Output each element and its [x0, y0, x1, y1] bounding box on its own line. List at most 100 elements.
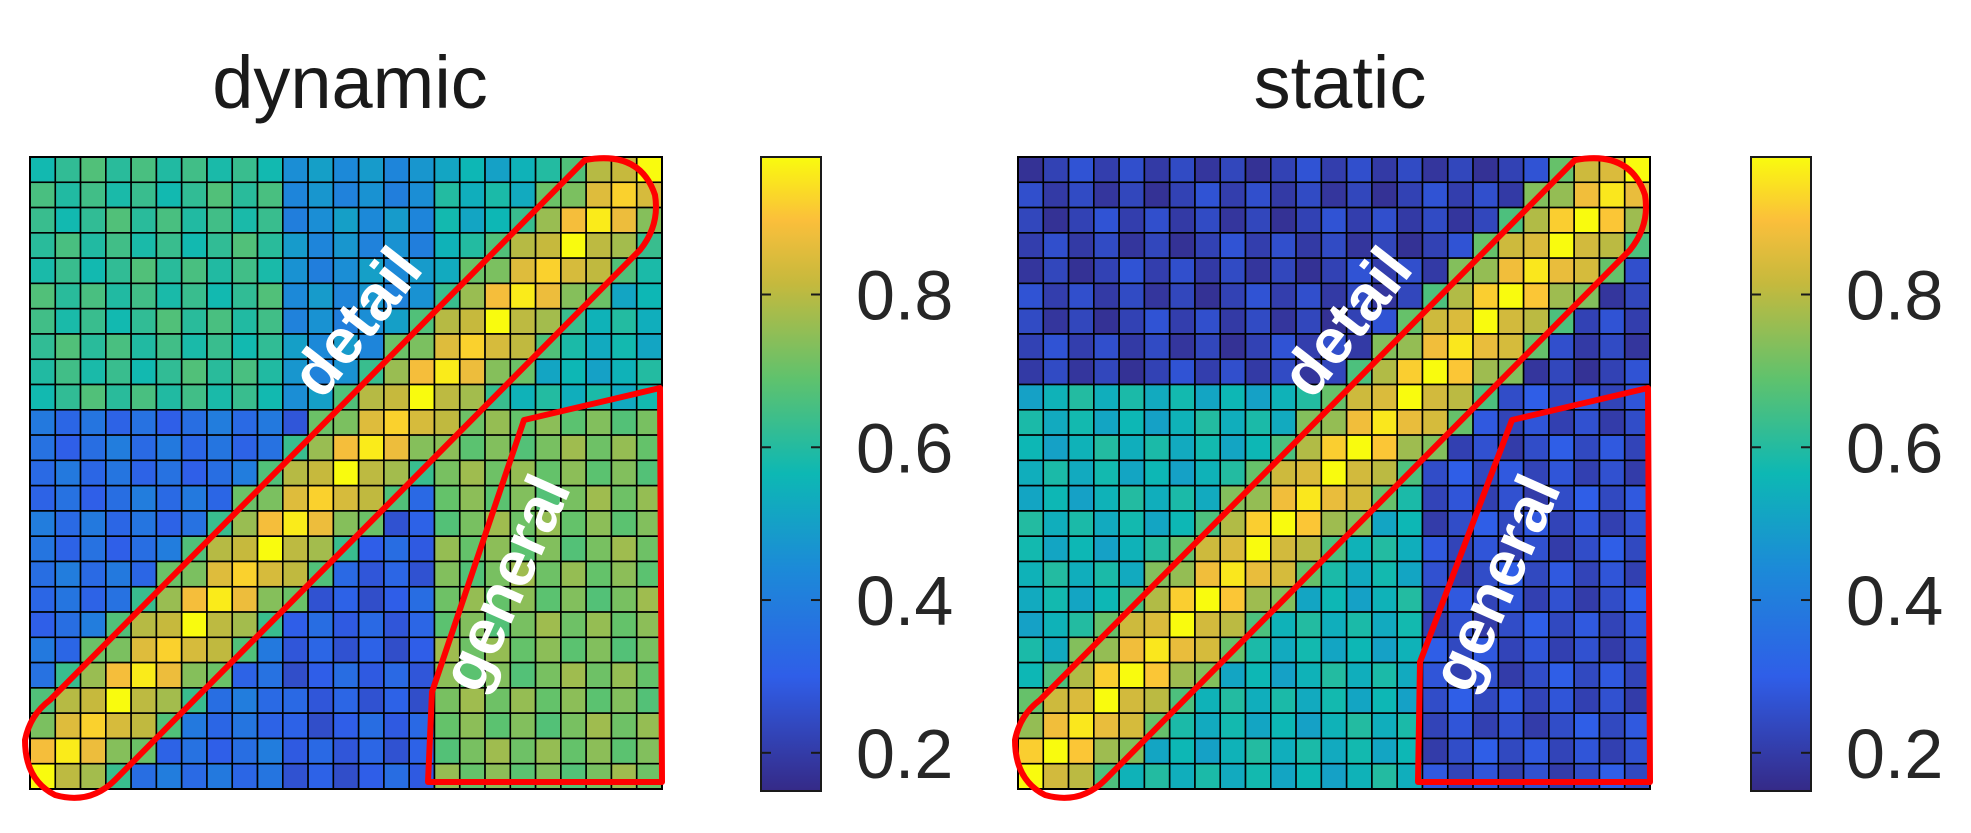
heatmap-cell [1270, 636, 1297, 664]
heatmap-cell [1143, 636, 1171, 664]
heatmap-cell [282, 560, 309, 588]
heatmap-cell [1194, 206, 1222, 234]
heatmap-cell [1522, 358, 1550, 386]
heatmap-cell [1093, 560, 1120, 588]
heatmap-cell [307, 687, 335, 714]
heatmap-cell [1219, 232, 1247, 259]
heatmap-cell [1548, 459, 1575, 487]
heatmap-cell [1143, 282, 1171, 310]
heatmap-cell [1320, 257, 1348, 285]
heatmap-cell [1219, 459, 1247, 487]
heatmap-cell [1168, 257, 1196, 285]
heatmap-cell [1093, 206, 1120, 234]
heatmap-cell [1598, 535, 1626, 563]
heatmap-cell [29, 585, 57, 613]
heatmap-cell [1573, 585, 1601, 613]
heatmap-cell [1017, 434, 1045, 462]
heatmap-cell [534, 232, 562, 259]
heatmap-cell [1194, 156, 1222, 184]
heatmap-cell [610, 282, 638, 310]
heatmap-cell [1623, 307, 1651, 335]
heatmap-cell [1219, 560, 1247, 588]
heatmap-cell [1219, 257, 1247, 285]
heatmap-cell [206, 636, 234, 664]
heatmap-cell [1042, 409, 1070, 436]
heatmap-cell [1042, 484, 1070, 512]
heatmap-cell [1219, 611, 1247, 639]
heatmap-cell [383, 459, 411, 487]
heatmap-cell [534, 661, 562, 689]
heatmap-cell [1623, 762, 1651, 790]
heatmap-cell [105, 358, 132, 386]
heatmap-cell [206, 560, 234, 588]
heatmap-cell [1118, 661, 1146, 689]
heatmap-cell [206, 282, 234, 310]
heatmap-cell [130, 181, 158, 209]
heatmap-cell [1598, 434, 1626, 462]
heatmap-cell [1497, 712, 1525, 740]
heatmap-cell [1042, 510, 1070, 538]
heatmap-cell [155, 257, 183, 285]
heatmap-cell [408, 181, 436, 209]
heatmap-cell [130, 232, 158, 259]
heatmap-cell [1320, 156, 1348, 184]
heatmap-cell [1168, 409, 1196, 436]
heatmap-cell [29, 560, 57, 588]
heatmap-cell [1194, 434, 1222, 462]
detail-region-outline [22, 155, 659, 801]
heatmap-cell [1244, 156, 1272, 184]
heatmap-grid [29, 156, 663, 790]
heatmap-cell [1017, 358, 1045, 386]
heatmap-cell [1548, 434, 1575, 462]
heatmap-cell [332, 459, 360, 487]
heatmap-cell [1522, 611, 1550, 639]
heatmap-cell [1598, 409, 1626, 436]
heatmap-cell [1168, 636, 1196, 664]
heatmap-cell [1396, 206, 1424, 234]
heatmap-cell [332, 510, 360, 538]
heatmap-cell [1067, 383, 1095, 411]
heatmap-cell [1573, 459, 1601, 487]
heatmap-cell [180, 459, 208, 487]
heatmap-cell [1219, 282, 1247, 310]
heatmap-cell [458, 510, 486, 538]
heatmap-cell [332, 661, 360, 689]
heatmap-cell [1598, 181, 1626, 209]
heatmap-cell [1320, 459, 1348, 487]
heatmap-cell [383, 383, 411, 411]
heatmap-cell [1042, 585, 1070, 613]
heatmap-cell [1143, 206, 1171, 234]
heatmap-cell [1598, 206, 1626, 234]
heatmap-cell [1522, 232, 1550, 259]
heatmap-cell [1421, 383, 1449, 411]
heatmap-cell [29, 206, 57, 234]
heatmap-cell [307, 459, 335, 487]
heatmap-cell [610, 611, 638, 639]
heatmap-cell [206, 232, 234, 259]
heatmap-cell [1295, 257, 1323, 285]
heatmap-cell [1270, 737, 1297, 765]
heatmap-cell [1270, 181, 1297, 209]
heatmap-cell [1472, 358, 1500, 386]
heatmap-cell [1067, 585, 1095, 613]
heatmap-cell [332, 611, 360, 639]
heatmap-cell [534, 434, 562, 462]
heatmap-cell [534, 358, 562, 386]
heatmap-cell [1573, 434, 1601, 462]
heatmap-cell [610, 585, 638, 613]
heatmap-cell [1067, 206, 1095, 234]
heatmap-cell [54, 383, 82, 411]
heatmap-cell [1244, 232, 1272, 259]
heatmap-cell [1573, 232, 1601, 259]
heatmap-cell [458, 307, 486, 335]
heatmap-cell [180, 383, 208, 411]
heatmap-cell [509, 712, 537, 740]
heatmap-cell [408, 156, 436, 184]
heatmap-cell [105, 206, 132, 234]
heatmap-cell [231, 737, 259, 765]
heatmap-cell [1118, 307, 1146, 335]
heatmap-cell [1396, 611, 1424, 639]
heatmap-cell [1371, 535, 1399, 563]
heatmap-cell [610, 484, 638, 512]
heatmap-cell [180, 257, 208, 285]
